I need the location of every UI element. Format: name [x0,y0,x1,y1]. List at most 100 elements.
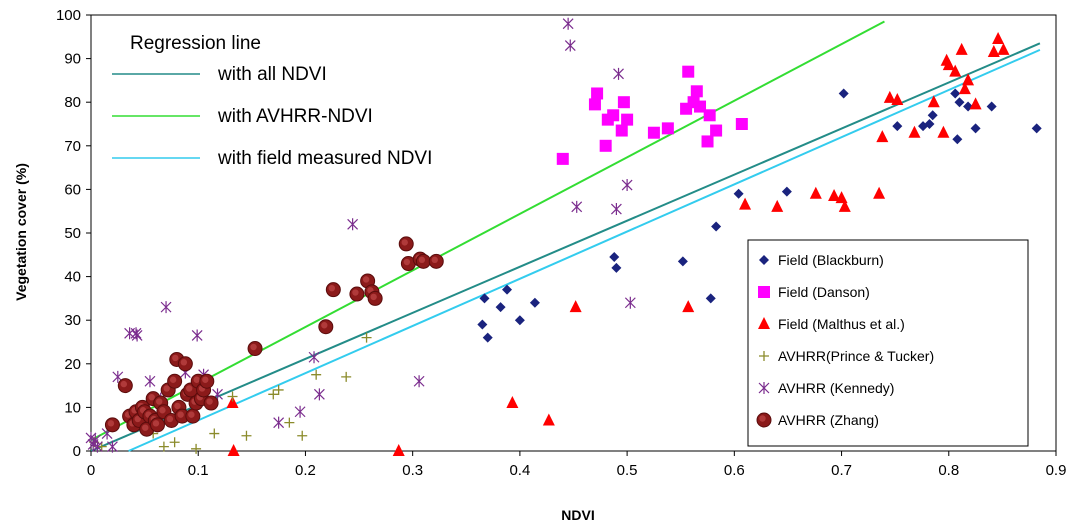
data-point [711,221,722,232]
legend-entry-1: Field (Blackburn) [759,252,884,268]
legend-entry-6: AVHRR (Zhang) [756,412,879,428]
circle-marker-highlight [206,398,213,405]
series-4-points [89,332,372,454]
data-point [247,341,263,357]
data-point [958,82,971,95]
data-point [1031,123,1042,134]
data-point [591,87,604,100]
data-point [647,126,660,139]
circle-marker-highlight [188,411,195,418]
data-point [927,95,940,108]
data-point [226,396,239,409]
x-tick-label: 0.2 [295,462,316,479]
circle-marker-highlight [177,411,184,418]
data-point [952,134,963,145]
data-point [96,441,107,452]
data-point [87,438,99,451]
data-point [710,124,723,137]
data-point [873,186,886,199]
data-point [997,42,1010,55]
data-point [308,351,320,364]
y-tick-label: 100 [56,7,81,24]
data-point [171,399,187,415]
regression-line-3 [128,48,1041,452]
legend-marker [759,255,769,265]
circle-marker-highlight [352,289,359,296]
data-point [562,17,574,30]
data-point [954,97,965,108]
circle-marker-highlight [202,376,209,383]
data-point [607,109,620,122]
legend-marker [756,412,772,428]
circle-marker-highlight [418,256,426,264]
data-point [199,373,215,389]
data-point [838,88,849,99]
data-point [733,188,744,199]
data-point [661,122,674,135]
data-point [313,388,325,401]
data-point [955,42,968,55]
legend-entry-5: AVHRR (Kennedy) [758,380,894,396]
data-point [400,256,416,272]
x-tick-label: 0.7 [831,462,852,479]
circle-marker-highlight [172,354,179,362]
data-point [735,118,748,130]
data-point [569,300,582,313]
data-point [169,437,180,448]
legend-label: Field (Malthus et al.) [778,316,905,332]
data-point [613,67,624,80]
circle-marker-highlight [401,239,408,246]
data-point [325,282,341,298]
data-point [828,188,841,201]
data-point [294,405,306,418]
data-point [611,262,622,273]
legend-entry-3: Field (Malthus et al.) [758,316,905,332]
circle-marker-highlight [174,402,181,410]
data-point [506,396,519,409]
y-tick-label: 40 [64,269,81,286]
circle-marker-highlight [759,415,766,422]
data-point [838,199,851,212]
data-point [892,121,903,132]
data-point [610,203,622,216]
data-point [969,97,982,110]
circle-marker-highlight [166,415,174,423]
data-point [542,413,555,426]
data-point [415,253,431,269]
data-point [992,31,1005,44]
circle-marker-highlight [148,393,155,401]
data-point [284,417,295,428]
data-point [927,110,938,121]
data-point [160,301,172,314]
data-point [703,109,716,122]
data-point [621,113,634,126]
data-point [495,302,506,313]
data-point [241,430,252,441]
data-point [392,444,405,456]
legend-marker [758,382,770,394]
data-point [502,284,513,295]
data-point [924,119,935,129]
data-point [349,286,365,302]
y-tick-label: 80 [64,94,81,111]
data-point [564,39,576,52]
data-point [227,444,240,456]
series-6-points [104,236,444,437]
data-point [367,290,383,306]
circle-marker-highlight [370,293,377,301]
data-point [694,100,707,113]
y-axis-title: Vegetation cover (%) [13,163,29,301]
data-point [987,45,1000,58]
data-point [615,124,628,137]
circle-marker-highlight [431,256,438,264]
legend-marker [758,317,770,329]
series-3-points [226,31,1010,456]
circle-marker-highlight [250,343,257,351]
data-point [950,88,961,99]
data-point [158,441,169,452]
legend-label: AVHRR(Prince & Tucker) [778,348,934,364]
regression-legend-title: Regression line [130,33,261,54]
data-point [621,179,633,192]
circle-marker-highlight [403,258,411,266]
data-point [705,293,716,304]
